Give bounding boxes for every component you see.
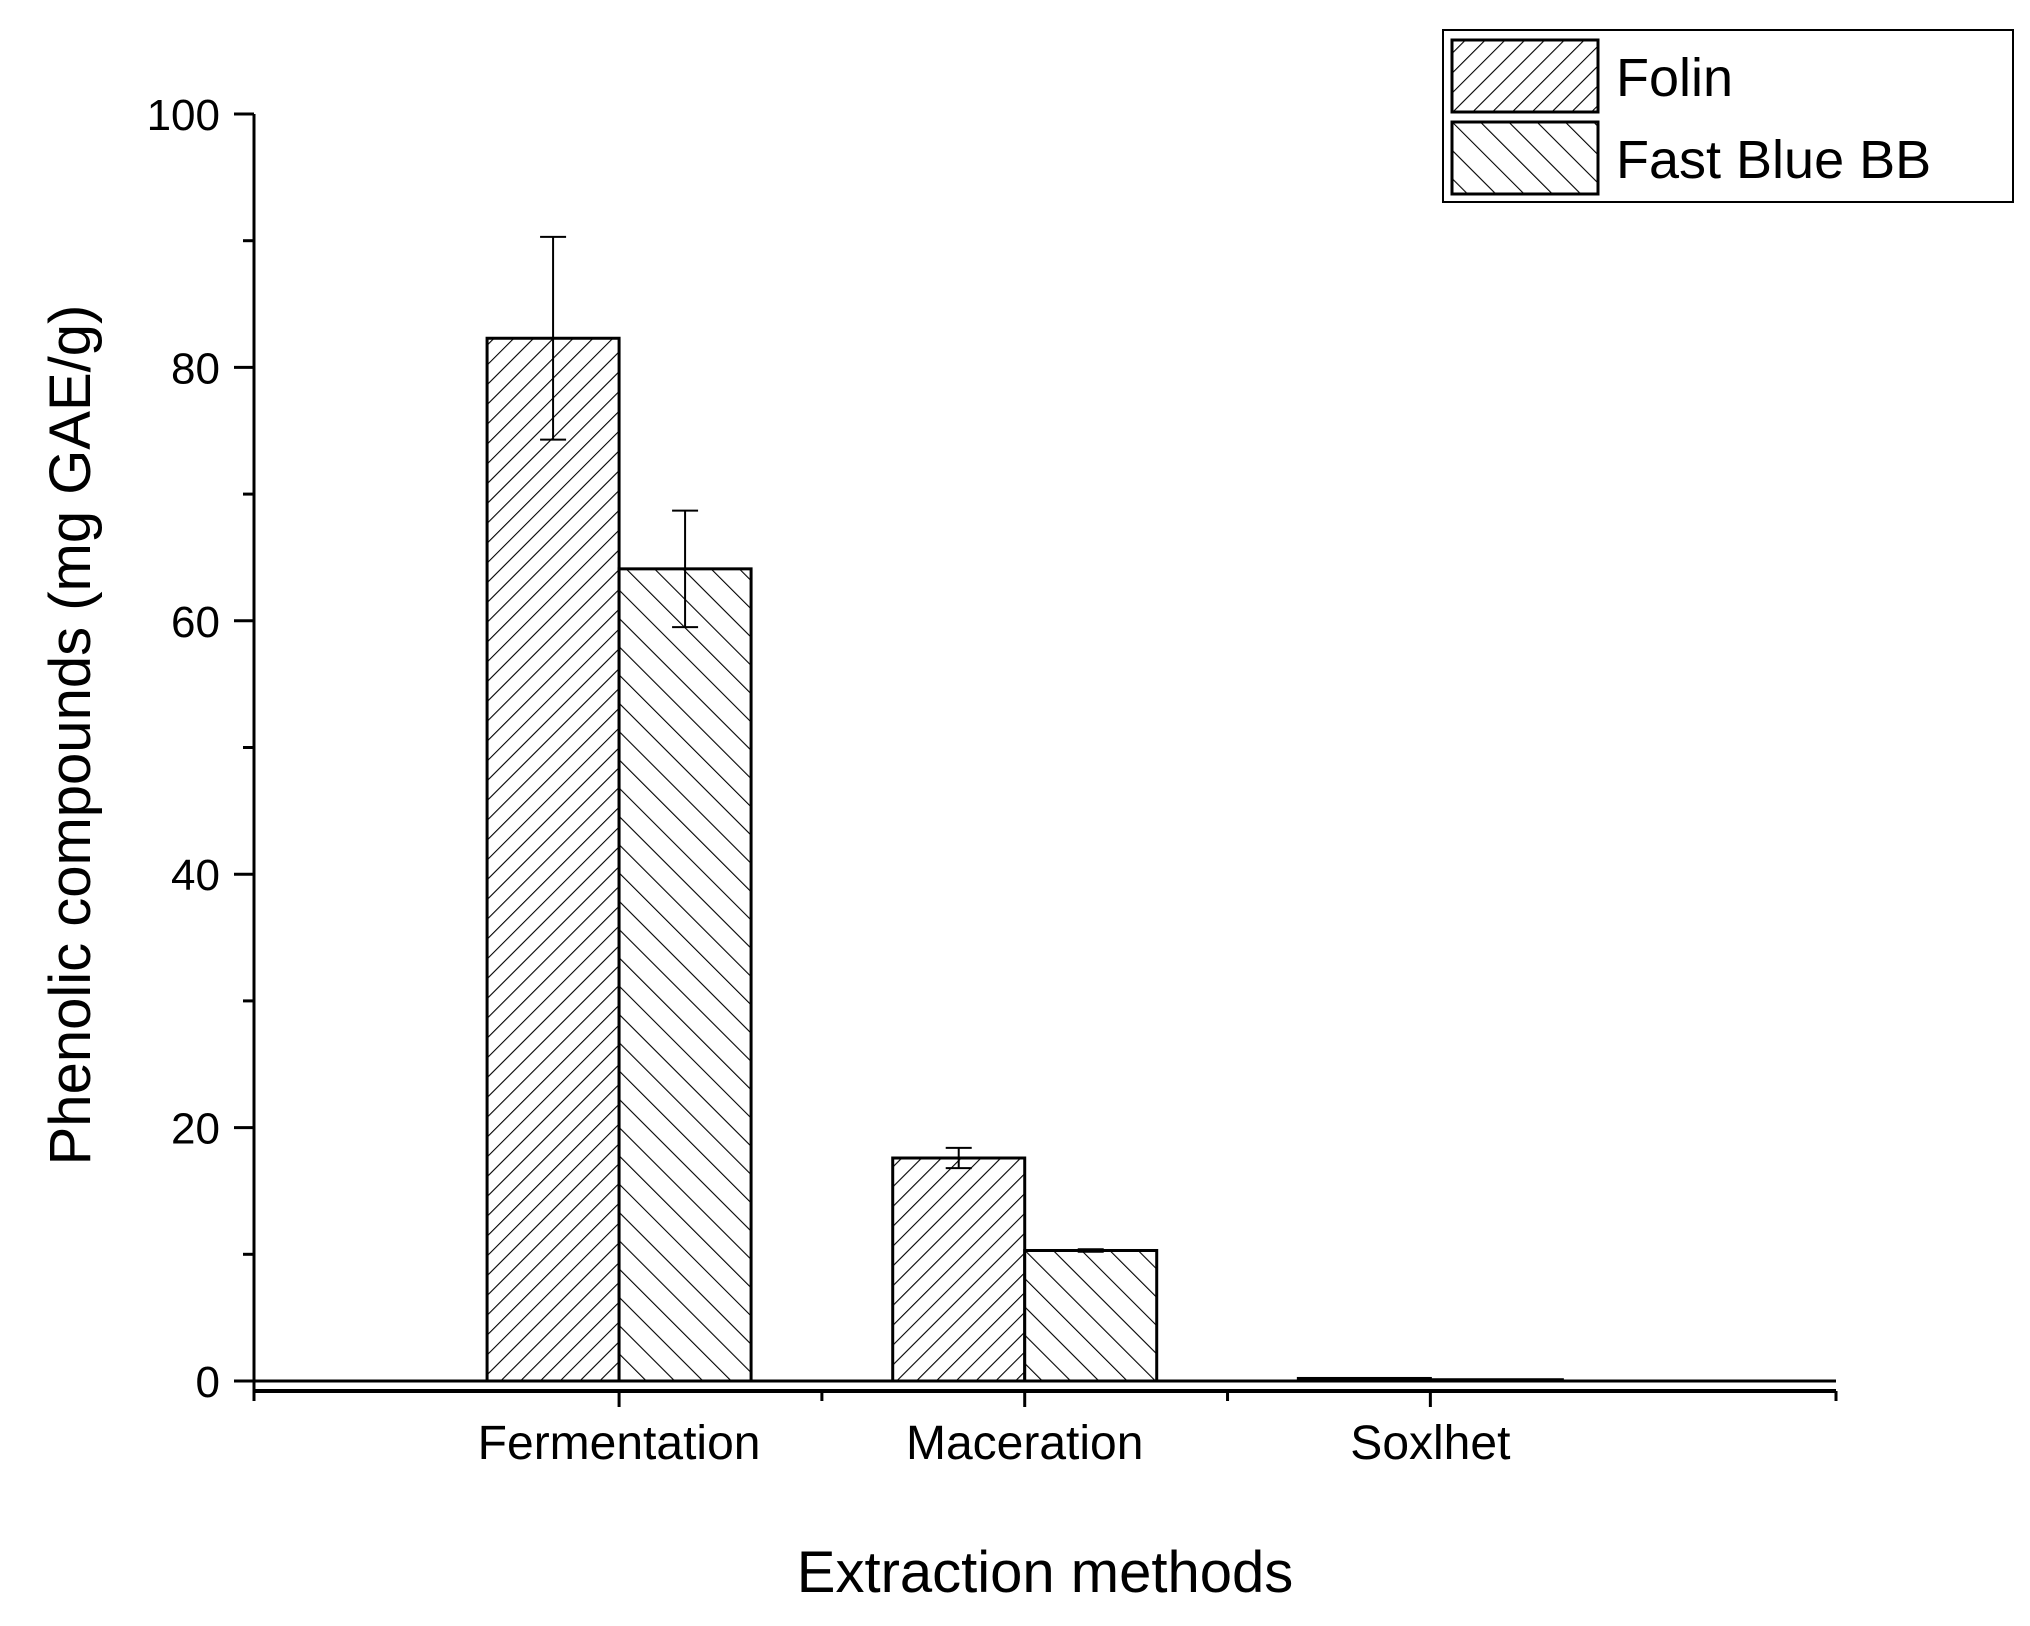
y-tick-label: 40 — [171, 851, 220, 900]
bar-fast-blue-bb — [1428, 1378, 1564, 1383]
legend-swatch-folin — [1450, 38, 1600, 114]
y-tick-label: 100 — [147, 91, 220, 140]
bar-folin — [891, 1156, 1027, 1383]
legend-label-fast-blue-bb: Fast Blue BB — [1616, 130, 1931, 190]
error-bars — [540, 235, 1104, 1253]
y-axis-title: Phenolic compounds (mg GAE/g) — [38, 305, 103, 1166]
y-axis: 0 20 40 60 80 100 — [147, 91, 256, 1407]
y-tick-label: 80 — [171, 344, 220, 393]
x-axis: Fermentation Maceration Soxlhet — [252, 1379, 1838, 1470]
y-tick-label: 60 — [171, 598, 220, 647]
x-tick-label: Soxlhet — [1350, 1417, 1510, 1470]
x-tick-label: Fermentation — [478, 1417, 761, 1470]
legend-label-folin: Folin — [1616, 48, 1733, 108]
bar-folin — [1296, 1376, 1432, 1383]
y-tick-label: 0 — [196, 1358, 220, 1407]
x-tick-label: Maceration — [906, 1417, 1143, 1470]
x-axis-title: Extraction methods — [797, 1540, 1293, 1605]
bars — [485, 336, 1564, 1383]
legend-swatch-fast-blue-bb — [1450, 120, 1600, 196]
y-tick-label: 20 — [171, 1105, 220, 1154]
bar-folin — [485, 336, 621, 1383]
legend: Folin Fast Blue BB — [1442, 29, 2014, 203]
bar-fast-blue-bb — [617, 567, 753, 1383]
bar-fast-blue-bb — [1023, 1248, 1159, 1383]
